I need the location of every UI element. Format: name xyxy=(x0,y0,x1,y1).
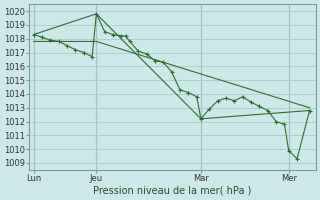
X-axis label: Pression niveau de la mer( hPa ): Pression niveau de la mer( hPa ) xyxy=(93,186,252,196)
